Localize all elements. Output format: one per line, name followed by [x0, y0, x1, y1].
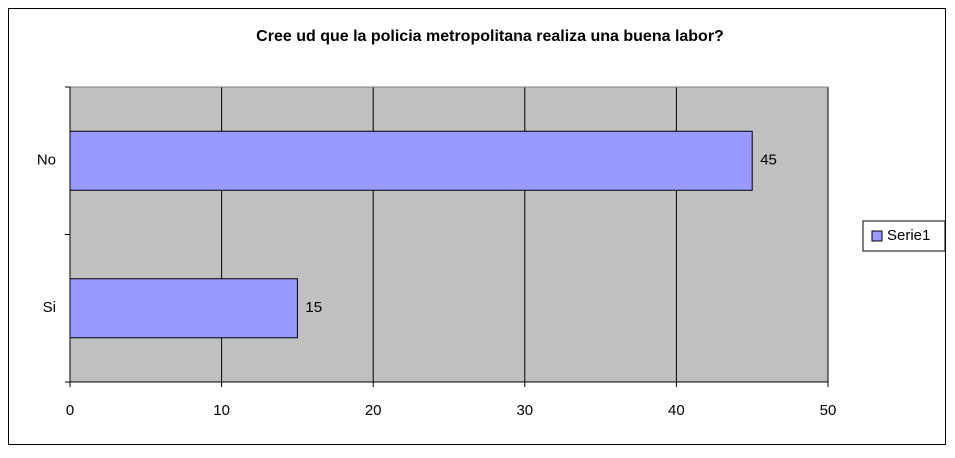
- x-tick-label: 40: [668, 402, 685, 419]
- x-tick-label: 10: [213, 402, 230, 419]
- x-tick-label: 30: [516, 402, 533, 419]
- x-tick-label: 50: [820, 402, 837, 419]
- bar: [69, 278, 298, 339]
- y-tick-label: No: [37, 152, 56, 169]
- data-label: 45: [760, 152, 777, 169]
- legend-swatch: [871, 230, 883, 242]
- bar: [69, 130, 753, 191]
- x-tick-label: 0: [66, 402, 74, 419]
- y-tick-label: Si: [43, 299, 56, 316]
- data-label: 15: [305, 299, 322, 316]
- legend-label: Serie1: [887, 227, 930, 244]
- chart-title: Cree ud que la policia metropolitana rea…: [256, 28, 724, 45]
- x-tick-label: 20: [365, 402, 382, 419]
